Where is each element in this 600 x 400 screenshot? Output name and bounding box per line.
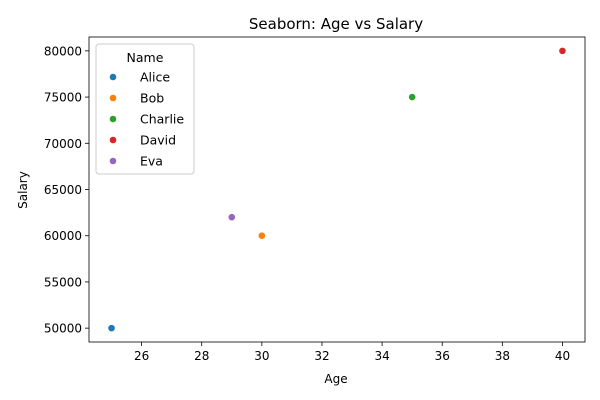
x-tick-label: 40 — [555, 349, 570, 363]
y-axis: 50000 55000 60000 65000 70000 75000 80000 — [44, 44, 89, 336]
legend-label: Charlie — [140, 112, 184, 127]
legend-marker — [109, 73, 117, 81]
y-tick-label: 75000 — [44, 91, 82, 105]
data-point-eva — [227, 213, 236, 222]
legend-label: Bob — [140, 91, 164, 106]
chart-title: Seaborn: Age vs Salary — [249, 15, 423, 33]
legend-label: Eva — [140, 154, 163, 169]
data-point-charlie — [408, 93, 417, 101]
x-tick-label: 34 — [374, 349, 389, 363]
legend-marker — [109, 157, 117, 165]
x-tick-label: 30 — [254, 349, 269, 363]
legend-frame — [95, 43, 195, 175]
y-tick-label: 70000 — [44, 137, 82, 151]
legend: Name Alice Bob Charlie David Eva — [95, 43, 195, 175]
data-point-alice — [107, 324, 116, 333]
legend-title: Name — [127, 50, 164, 65]
legend-marker — [109, 94, 117, 102]
y-tick-label: 65000 — [44, 183, 82, 197]
x-axis: 26 28 30 32 34 36 38 40 — [134, 342, 570, 363]
legend-marker — [109, 136, 117, 144]
y-tick-label: 50000 — [44, 322, 82, 336]
legend-label: Alice — [140, 70, 170, 85]
y-tick-label: 55000 — [44, 275, 82, 289]
legend-label: David — [140, 133, 176, 148]
y-tick-label: 60000 — [44, 229, 82, 243]
data-points — [107, 46, 567, 333]
y-tick-label: 80000 — [44, 44, 82, 58]
data-point-david — [558, 46, 567, 55]
x-tick-label: 36 — [435, 349, 450, 363]
y-axis-label: Salary — [16, 171, 30, 209]
x-tick-label: 26 — [134, 349, 149, 363]
x-tick-label: 32 — [314, 349, 329, 363]
data-point-bob — [257, 231, 266, 240]
x-tick-label: 28 — [194, 349, 209, 363]
x-tick-label: 38 — [495, 349, 510, 363]
x-axis-label: Age — [324, 372, 347, 386]
legend-marker — [109, 115, 117, 123]
